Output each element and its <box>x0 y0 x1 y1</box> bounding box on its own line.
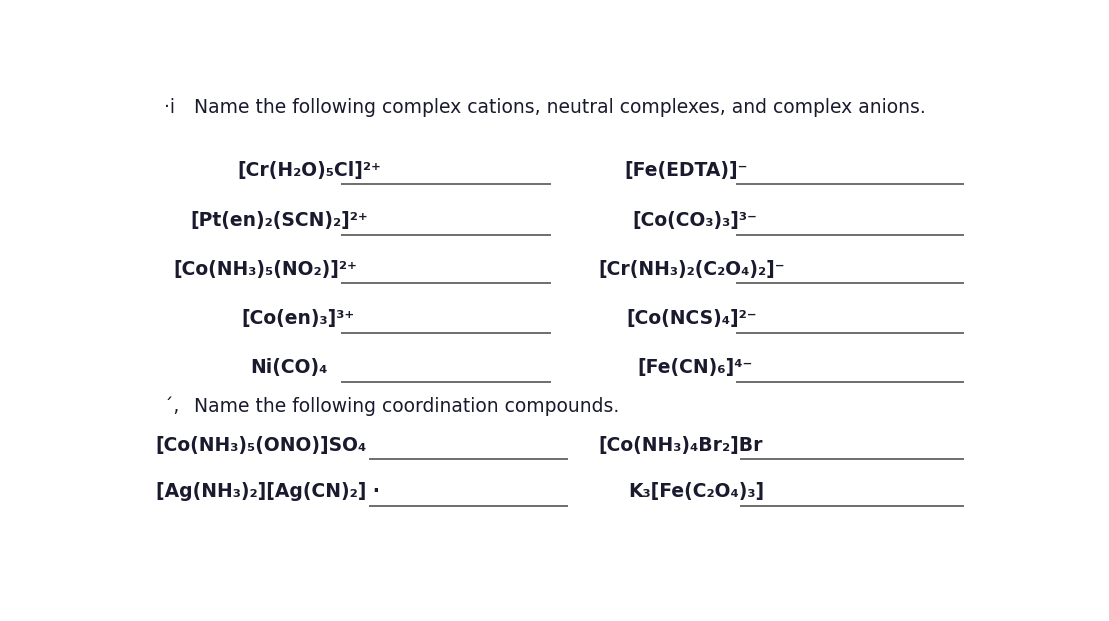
Text: [Ag(NH₃)₂][Ag(CN)₂] ·: [Ag(NH₃)₂][Ag(CN)₂] · <box>155 482 379 501</box>
Text: [Fe(CN)₆]⁴⁻: [Fe(CN)₆]⁴⁻ <box>637 358 753 377</box>
Text: [Pt(en)₂(SCN)₂]²⁺: [Pt(en)₂(SCN)₂]²⁺ <box>191 211 368 230</box>
Text: [Co(NH₃)₄Br₂]Br: [Co(NH₃)₄Br₂]Br <box>599 435 763 455</box>
Text: [Co(en)₃]³⁺: [Co(en)₃]³⁺ <box>242 309 355 328</box>
Text: [Co(NH₃)₅(ONO)]SO₄: [Co(NH₃)₅(ONO)]SO₄ <box>155 435 367 455</box>
Text: Name the following complex cations, neutral complexes, and complex anions.: Name the following complex cations, neut… <box>194 99 926 117</box>
Text: ·i: ·i <box>164 99 187 117</box>
Text: [Cr(NH₃)₂(C₂O₄)₂]⁻: [Cr(NH₃)₂(C₂O₄)₂]⁻ <box>599 260 785 279</box>
Text: [Co(NH₃)₅(NO₂)]²⁺: [Co(NH₃)₅(NO₂)]²⁺ <box>173 260 357 279</box>
Text: ´,: ´, <box>164 397 192 416</box>
Text: [Co(CO₃)₃]³⁻: [Co(CO₃)₃]³⁻ <box>633 211 757 230</box>
Text: K₃[Fe(C₂O₄)₃]: K₃[Fe(C₂O₄)₃] <box>629 482 764 501</box>
Text: [Co(NCS)₄]²⁻: [Co(NCS)₄]²⁻ <box>627 309 757 328</box>
Text: [Fe(EDTA)]⁻: [Fe(EDTA)]⁻ <box>624 161 747 179</box>
Text: Ni(CO)₄: Ni(CO)₄ <box>251 358 328 377</box>
Text: Name the following coordination compounds.: Name the following coordination compound… <box>194 397 620 416</box>
Text: [Cr(H₂O)₅Cl]²⁺: [Cr(H₂O)₅Cl]²⁺ <box>237 161 381 179</box>
